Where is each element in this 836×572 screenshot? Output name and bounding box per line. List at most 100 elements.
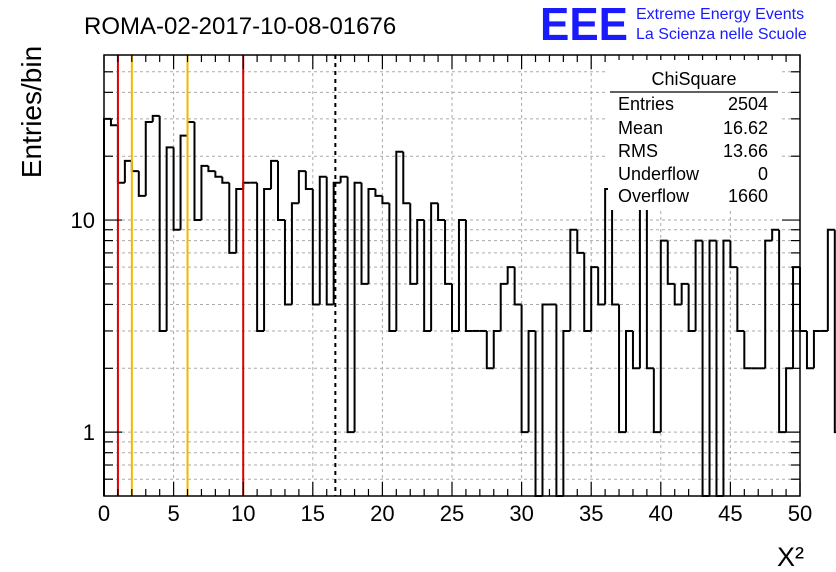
histogram-bin — [207, 165, 216, 173]
stats-value: 16.62 — [723, 118, 768, 138]
histogram-bin — [464, 220, 473, 332]
histogram-bin — [812, 329, 821, 369]
x-tick-label: 50 — [788, 501, 812, 526]
stats-label: Entries — [618, 94, 674, 114]
eee-logo: EEE Extreme Energy Events La Scienza nel… — [540, 0, 807, 50]
x-tick-label: 20 — [370, 501, 394, 526]
histogram-bin — [597, 267, 606, 306]
histogram-bin — [423, 220, 432, 332]
logo-line-1: Extreme Energy Events — [636, 6, 804, 23]
histogram-bin — [792, 266, 800, 369]
histogram-bin — [625, 329, 633, 433]
stats-row: Entries 2504 — [618, 94, 768, 114]
stats-value: 2504 — [728, 94, 768, 114]
histogram-bin — [214, 171, 223, 178]
histogram-bin — [771, 228, 780, 241]
stats-title: ChiSquare — [651, 69, 736, 89]
logo-line-2: La Scienza nelle Scuole — [636, 26, 807, 43]
histogram-bin — [687, 283, 696, 332]
histogram-bin — [346, 176, 355, 434]
histogram-bin — [277, 160, 285, 222]
histogram-bin — [444, 220, 452, 285]
histogram-bin — [492, 329, 501, 369]
histogram-bin — [430, 202, 439, 331]
stats-label: Underflow — [618, 164, 700, 184]
histogram-bin — [123, 159, 132, 183]
histogram-bin — [193, 121, 202, 222]
histogram-bin — [666, 240, 675, 285]
histogram-bin — [103, 117, 111, 496]
histogram-bin — [283, 220, 292, 306]
histogram-bin — [332, 181, 341, 305]
histogram-bin — [583, 252, 592, 332]
histogram-bin — [304, 171, 313, 191]
stats-value: 0 — [758, 164, 768, 184]
histogram-bin — [680, 282, 689, 305]
histogram-bin — [381, 195, 390, 205]
histogram-bin — [673, 283, 682, 306]
histogram-bin — [631, 330, 640, 370]
histogram-bin — [158, 115, 167, 332]
histogram-bin — [611, 189, 620, 306]
histogram-bin — [736, 267, 745, 332]
stats-label: Mean — [618, 118, 663, 138]
stats-value: 13.66 — [723, 141, 768, 161]
stats-row: RMS 13.66 — [618, 141, 768, 161]
y-axis-label: Entries/bin — [16, 46, 47, 178]
histogram-bin — [618, 304, 626, 434]
histogram-bin — [290, 202, 299, 305]
histogram-bin — [562, 329, 571, 496]
x-tick-label: 35 — [579, 501, 603, 526]
histogram-bin — [638, 188, 647, 369]
histogram-bin — [235, 188, 244, 253]
histogram-bin — [311, 189, 320, 306]
histogram-bin — [659, 239, 668, 433]
histogram-bin — [645, 189, 654, 370]
histogram-bin — [109, 118, 118, 127]
histogram-bin — [297, 170, 306, 204]
histogram-bin — [694, 239, 703, 331]
stats-value: 1660 — [728, 186, 768, 206]
histogram-bin — [722, 239, 731, 496]
histogram-bin — [569, 228, 578, 331]
histogram-bin — [541, 303, 550, 496]
histogram-bin — [743, 330, 752, 370]
stats-label: RMS — [618, 141, 658, 161]
histogram-bin — [833, 229, 836, 434]
histogram-bin — [416, 219, 425, 284]
histogram-bin — [764, 239, 773, 369]
stats-box: ChiSquare Entries 2504 Mean 16.62 RMS 13… — [608, 60, 780, 210]
histogram-bin — [708, 239, 717, 496]
histogram-bin — [785, 367, 794, 433]
histogram-bin — [172, 147, 181, 231]
histogram-bin — [144, 120, 153, 196]
histogram-bin — [130, 160, 139, 173]
histogram-bin — [590, 266, 599, 331]
histogram-bin — [499, 282, 508, 331]
x-tick-label: 45 — [718, 501, 742, 526]
histogram-bin — [485, 330, 494, 370]
histogram-bin — [360, 182, 369, 285]
histogram-bin — [520, 304, 529, 434]
histogram-bin — [179, 134, 188, 230]
histogram-bin — [388, 203, 397, 332]
histogram-bin — [805, 330, 814, 370]
histogram-bin — [402, 151, 411, 205]
histogram-bin — [555, 304, 564, 497]
x-tick-label: 30 — [509, 501, 533, 526]
histogram-bin — [270, 159, 278, 190]
stats-row: Mean 16.62 — [618, 118, 768, 138]
histogram-bin — [242, 181, 251, 190]
histogram-bin — [451, 283, 459, 332]
stats-row: Underflow 0 — [618, 164, 768, 184]
histogram-bin — [116, 125, 125, 184]
x-tick-label: 15 — [301, 501, 325, 526]
x-tick-label: 0 — [98, 501, 110, 526]
y-tick-label: 10 — [71, 208, 95, 233]
histogram-bin — [395, 150, 404, 331]
histogram-bin — [339, 175, 348, 183]
histogram-bin — [263, 188, 272, 331]
axis-ticks — [103, 55, 801, 496]
stats-row: Overflow 1660 — [618, 186, 768, 206]
histogram-bin — [137, 171, 146, 197]
